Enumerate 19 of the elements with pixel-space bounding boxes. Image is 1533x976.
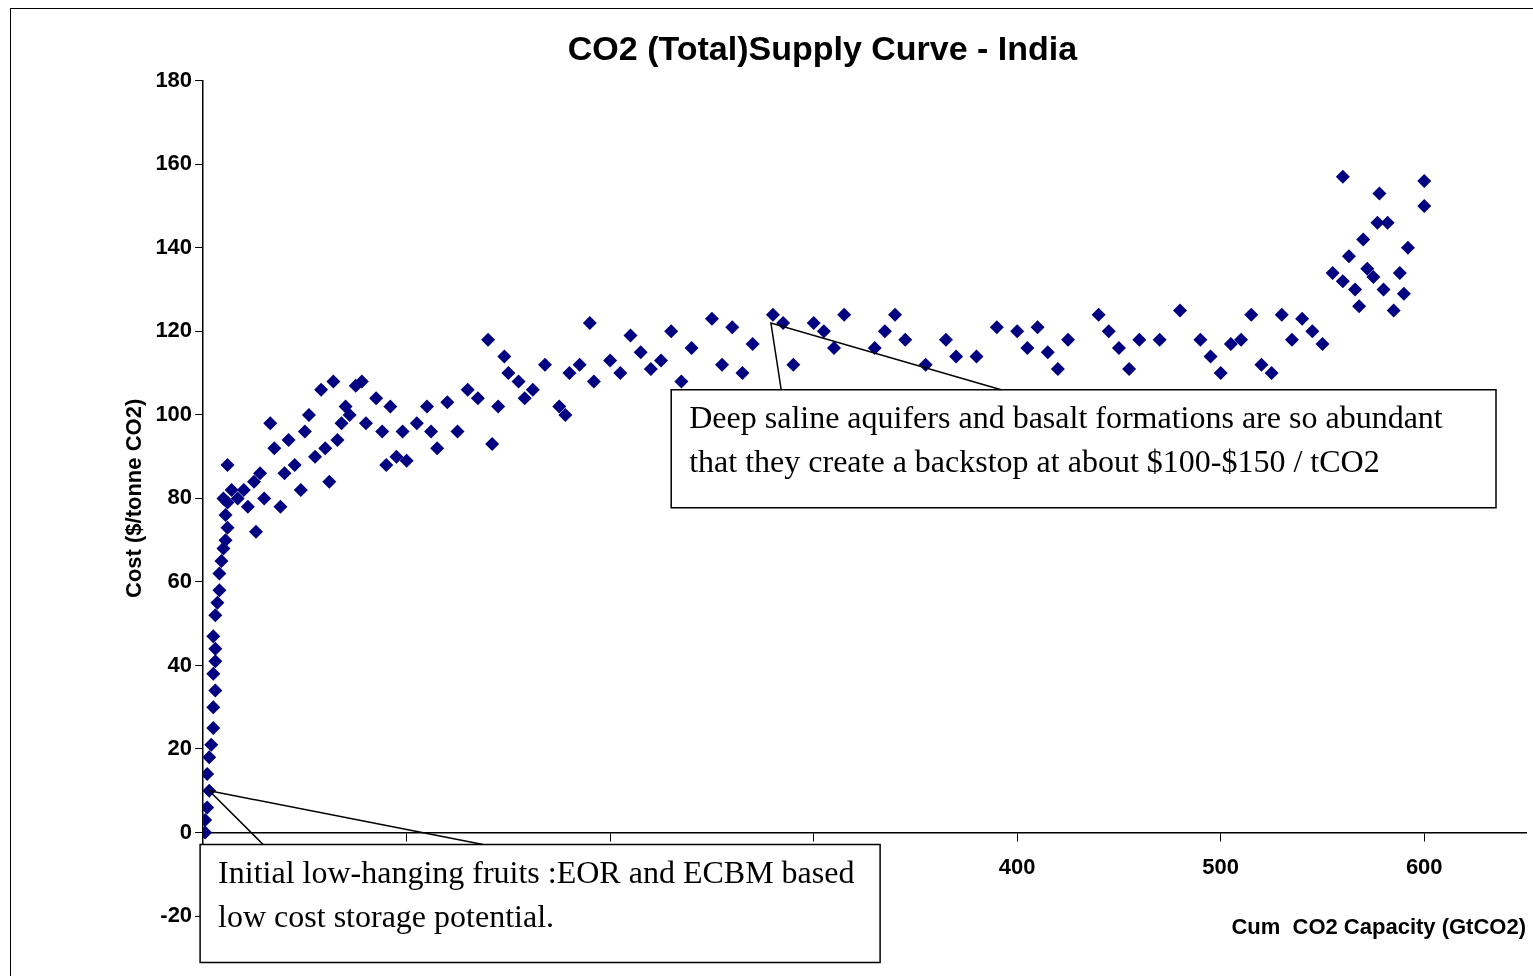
annotation: Initial low-hanging fruits :EOR and ECBM based low cost storage potential. [218,853,855,934]
y-tick-label: 40 [167,651,193,677]
y-axis-title: Cost ($/tonne CO2) [121,398,147,599]
y-tick-label: 80 [167,484,193,510]
chart-title: CO2 (Total)Supply Curve - India [567,28,1079,67]
y-tick-label: 180 [155,66,193,92]
x-tick-label: 600 [1405,853,1443,879]
y-tick-label: 120 [155,317,193,343]
x-axis-title: Cum CO2 Capacity (GtCO2) [1231,914,1526,940]
x-tick-label: 500 [1202,853,1240,879]
y-tick-label: 20 [167,735,193,761]
y-tick-label: 60 [167,567,193,593]
y-tick-label: -20 [160,902,193,928]
y-tick-label: 140 [155,233,193,259]
x-tick-label: 400 [998,853,1036,879]
annotation: Deep saline aquifers and basalt formations are so abundant that they create a backstop at about $100-$150 / tCO2 [689,399,1443,480]
y-tick-label: 160 [155,150,193,176]
y-tick-label: 0 [179,818,193,844]
y-tick-label: 100 [155,400,193,426]
